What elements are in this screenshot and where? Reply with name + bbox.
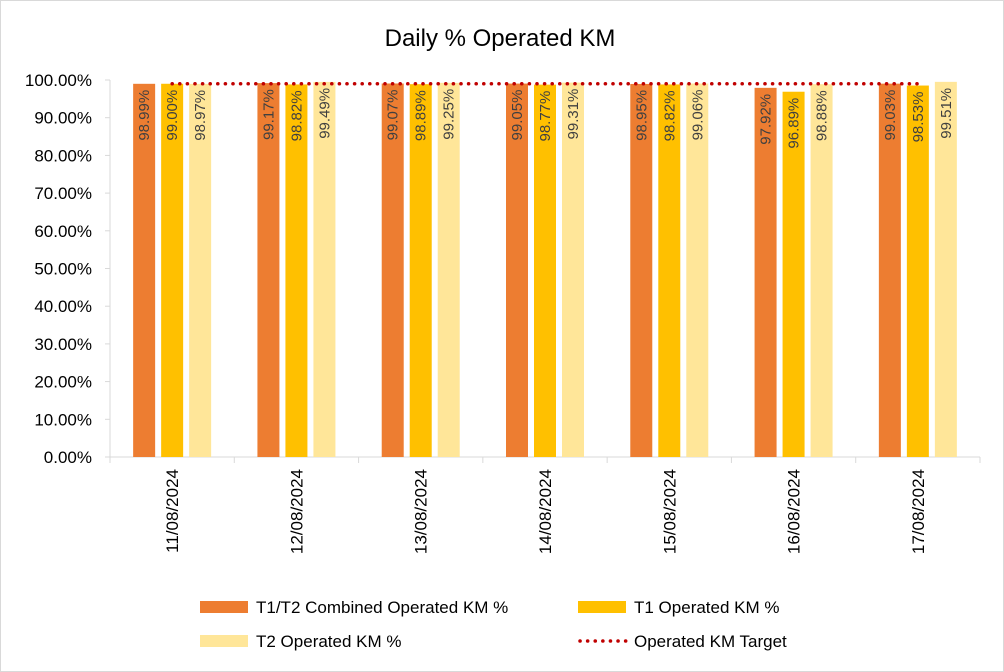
bar: [630, 83, 653, 457]
chart-title: Daily % Operated KM: [385, 25, 616, 52]
data-label: 99.25%: [441, 89, 458, 140]
y-tick-label: 60.00%: [34, 222, 92, 241]
bar: [562, 82, 584, 457]
y-tick-label: 10.00%: [34, 410, 92, 429]
data-label-group: 98.99% 99.17% 99.07% 99.05% 98.95% 97.92% 99.0…: [136, 88, 955, 149]
legend: T1/T2 Combined Operated KM % T1 Operated …: [200, 598, 787, 651]
bar: [506, 83, 528, 458]
legend-swatch: [578, 601, 626, 613]
bar: [878, 83, 901, 458]
data-label: 98.77%: [537, 91, 554, 142]
bar: [381, 83, 404, 457]
data-label: 99.00%: [164, 90, 181, 141]
bar: [534, 84, 556, 458]
legend-label: T2 Operated KM %: [256, 632, 402, 651]
data-label: 99.17%: [260, 89, 277, 140]
legend-label: T1 Operated KM %: [634, 598, 780, 617]
data-label: 99.31%: [565, 89, 582, 140]
x-tick-label: 14/08/2024: [536, 469, 555, 554]
x-tick-label: 12/08/2024: [287, 469, 306, 554]
bar: [161, 83, 184, 458]
y-tick-label: 100.00%: [25, 71, 92, 90]
data-label: 98.82%: [288, 90, 305, 141]
bar: [409, 84, 432, 458]
data-label: 98.53%: [910, 92, 927, 143]
data-label: 98.95%: [633, 90, 650, 141]
x-tick-label: 15/08/2024: [660, 469, 679, 554]
data-label: 99.05%: [509, 90, 526, 141]
bar: [285, 84, 308, 457]
bar: [257, 83, 280, 458]
legend-label: T1/T2 Combined Operated KM %: [256, 598, 508, 617]
bar: [754, 87, 777, 457]
data-label: 99.06%: [689, 90, 706, 141]
data-label: 97.92%: [758, 94, 775, 145]
data-label: 96.89%: [786, 98, 803, 149]
data-label: 98.97%: [192, 90, 209, 141]
y-tick-label: 80.00%: [34, 146, 92, 165]
bar: [782, 91, 805, 457]
x-tick-label: 17/08/2024: [909, 469, 928, 554]
y-tick-label: 70.00%: [34, 184, 92, 203]
bar: [934, 81, 957, 458]
data-label: 99.51%: [938, 88, 955, 139]
x-tick-label: 16/08/2024: [785, 469, 804, 554]
y-tick-label: 30.00%: [34, 335, 92, 354]
data-label: 98.88%: [814, 90, 831, 141]
data-label: 99.49%: [316, 88, 333, 139]
y-tick-label: 50.00%: [34, 260, 92, 279]
bar: [810, 84, 833, 457]
bar: [313, 81, 336, 457]
data-label: 98.99%: [136, 90, 153, 141]
bar: [686, 83, 709, 458]
x-axis: 11/08/2024 12/08/2024 13/08/2024 14/08/2024…: [109, 456, 981, 554]
bar: [906, 85, 929, 457]
y-tick-label: 20.00%: [34, 373, 92, 392]
legend-label: Operated KM Target: [634, 632, 787, 651]
data-label: 98.89%: [413, 90, 430, 141]
y-tick-label: 90.00%: [34, 109, 92, 128]
data-label: 99.07%: [385, 90, 402, 141]
y-tick-label: 0.00%: [44, 448, 92, 467]
bar-group: [133, 81, 957, 458]
x-tick-label: 13/08/2024: [412, 469, 431, 554]
bar: [437, 82, 460, 457]
bar: [658, 84, 681, 457]
x-tick-label: 11/08/2024: [163, 469, 182, 553]
bar: [189, 83, 212, 457]
y-axis: 0.00% 10.00% 20.00% 30.00% 40.00% 50.00% 60.00…: [25, 71, 111, 467]
y-tick-label: 40.00%: [34, 297, 92, 316]
legend-swatch: [200, 601, 248, 613]
bar: [133, 83, 156, 457]
data-label: 98.82%: [661, 90, 678, 141]
legend-swatch: [200, 635, 248, 647]
data-label: 99.03%: [882, 90, 899, 141]
